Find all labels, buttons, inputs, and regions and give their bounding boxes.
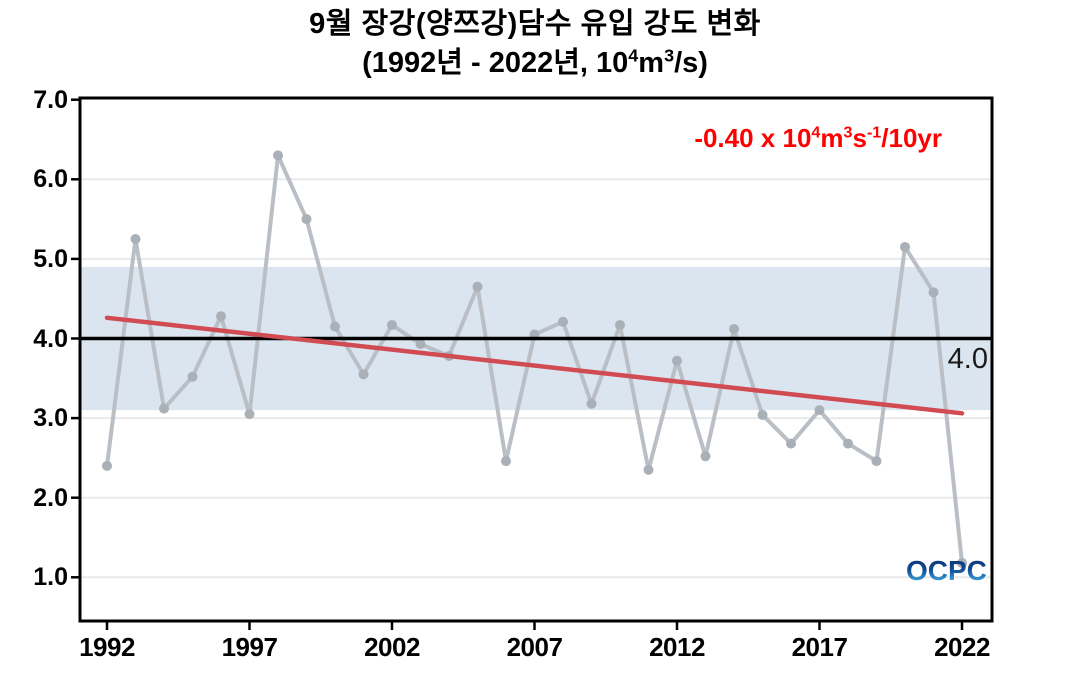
data-point-marker: [757, 409, 768, 420]
subtitle-superscript-3: 3: [664, 45, 675, 66]
subtitle-text: (1992년 - 2022년, 10: [362, 47, 629, 79]
ocpc-logo: OCPC: [906, 555, 987, 586]
data-point-marker: [216, 311, 226, 322]
annotation-unit-s: s: [852, 123, 867, 153]
y-tick-label: 1.0: [33, 563, 68, 592]
data-point-marker: [244, 409, 255, 420]
data-point-marker: [558, 316, 568, 327]
plot-frame: [78, 96, 994, 623]
subtitle-unit-per-s: /s): [674, 47, 708, 79]
y-tick-label: 6.0: [33, 165, 68, 194]
annotation-superscript-4: 4: [811, 123, 821, 142]
data-point-marker: [358, 369, 369, 380]
reference-line-label: 4.0: [947, 343, 988, 375]
data-point-marker: [273, 150, 283, 161]
data-point-marker: [928, 287, 939, 298]
chart-title: 9월 장강(양쯔강)담수 유입 강도 변화: [309, 8, 761, 40]
data-point-marker: [871, 456, 882, 467]
data-point-marker: [643, 464, 654, 475]
x-tick-label: 2012: [649, 632, 705, 662]
data-point-marker: [957, 557, 967, 568]
annotation-unit-m: m: [820, 123, 844, 153]
y-tick-label: 4.0: [33, 324, 68, 353]
data-point-marker: [672, 355, 682, 366]
data-point-marker: [729, 323, 739, 334]
data-point-marker: [130, 234, 141, 244]
subtitle-unit-m: m: [638, 47, 665, 79]
data-point-marker: [472, 281, 483, 292]
annotation-coef: -0.40 x 10: [694, 123, 812, 153]
trend-slope-annotation: -0.40 x 104m3s-1/10yr: [694, 123, 942, 154]
x-tick-label: 2022: [934, 632, 990, 662]
data-point-marker: [900, 241, 910, 252]
chart-subtitle: (1992년 - 2022년, 104m3/s): [0, 44, 1070, 82]
x-tick-label: 1992: [79, 632, 135, 662]
data-point-marker: [700, 451, 711, 462]
data-point-marker: [415, 339, 426, 350]
data-point-marker: [330, 321, 340, 332]
annotation-superscript-minus1: -1: [866, 123, 882, 142]
annotation-superscript-3: 3: [843, 123, 853, 142]
y-tick-label: 5.0: [33, 244, 68, 273]
data-point-marker: [843, 438, 853, 449]
x-tick-label: 2007: [506, 632, 563, 662]
x-tick-label: 2002: [364, 632, 420, 662]
data-point-marker: [615, 319, 625, 330]
x-tick-label: 1997: [221, 632, 278, 662]
data-point-marker: [301, 214, 312, 225]
y-tick-label: 3.0: [33, 404, 68, 433]
data-point-marker: [102, 460, 112, 471]
data-point-marker: [159, 403, 169, 414]
data-point-marker: [814, 405, 825, 416]
x-tick-label: 2017: [791, 632, 848, 662]
data-point-marker: [187, 371, 198, 382]
data-point-marker: [501, 456, 511, 467]
title-block: 9월 장강(양쯔강)담수 유입 강도 변화 (1992년 - 2022년, 10…: [0, 4, 1070, 82]
trend-line: [104, 315, 965, 416]
annotation-per-decade: /10yr: [881, 123, 942, 153]
data-point-marker: [786, 438, 796, 449]
data-point-marker: [586, 398, 597, 409]
subtitle-superscript-4: 4: [628, 45, 639, 66]
y-tick-label: 2.0: [33, 483, 68, 512]
data-point-marker: [387, 319, 397, 330]
y-tick-label: 7.0: [33, 85, 68, 114]
